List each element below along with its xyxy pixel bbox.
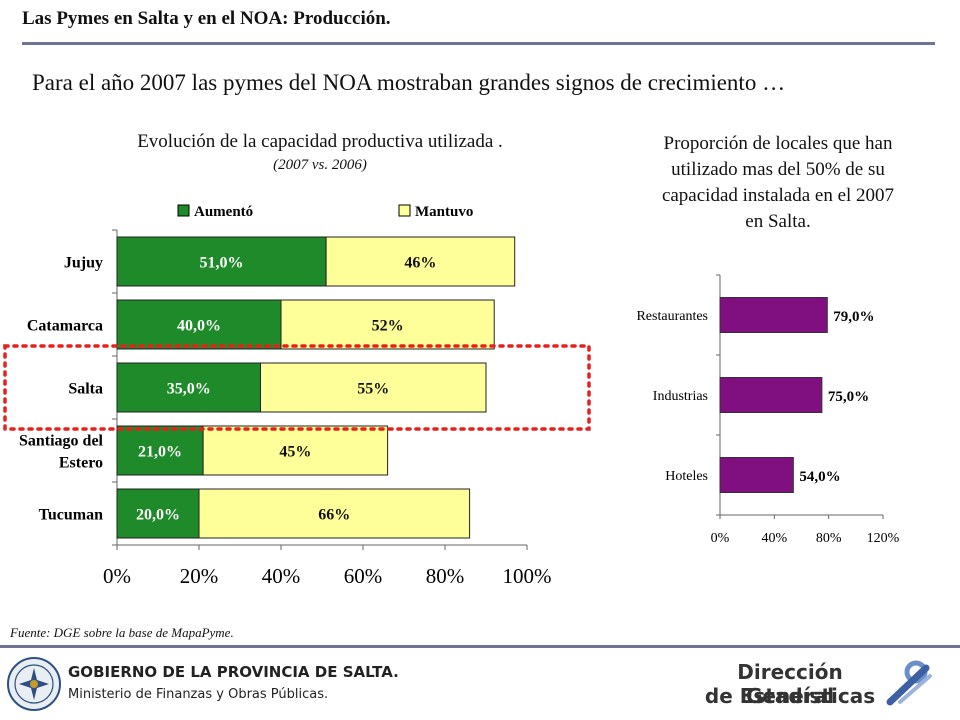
category-label: Industrias <box>653 389 708 404</box>
title-divider <box>22 42 935 45</box>
source-note: Fuente: DGE sobre la base de MapaPyme. <box>10 625 234 640</box>
purple-bar-chart: 0% 40% 80% 120% 79,0% Restaurantes 75,0% Indust… <box>636 274 900 546</box>
bar-mantuvo-tucuman <box>198 488 471 539</box>
slide-title: Las Pymes en Salta y en el NOA: Producci… <box>22 8 391 29</box>
right-chart-title-line: utilizado mas del 50% de su <box>671 159 885 180</box>
province-seal-icon <box>7 657 61 711</box>
bar-mantuvo-salta <box>260 362 487 413</box>
category-label: Estero <box>59 455 103 472</box>
bar-aumento-catamarca <box>116 299 282 350</box>
bar-mantuvo-jujuy <box>325 236 516 287</box>
data-label: 75,0% <box>828 389 869 405</box>
bar-hoteles <box>719 457 794 493</box>
x-tick-label: 40% <box>761 531 787 546</box>
x-tick-label: 0% <box>711 531 730 546</box>
bar-mantuvo-catamarca <box>280 299 495 350</box>
right-chart-title-line: en Salta. <box>745 211 811 232</box>
category-label: Salta <box>68 381 103 398</box>
data-label-aumento: 51,0% <box>200 255 244 272</box>
right-chart-title: Proporción de locales que han utilizado … <box>608 131 948 235</box>
bar-restaurantes <box>719 297 828 333</box>
x-tick-label: 120% <box>867 531 900 546</box>
x-tick-label: 20% <box>180 564 219 588</box>
data-label-aumento: 35,0% <box>167 381 211 398</box>
category-label: Catamarca <box>27 318 103 335</box>
bar-aumento-salta <box>116 362 261 413</box>
data-label: 54,0% <box>799 469 840 485</box>
x-tick-label: 100% <box>503 564 552 588</box>
bar-industrias <box>719 377 823 413</box>
data-label-mantuvo: 46% <box>404 255 436 272</box>
dge-name-line2: de Estadísticas <box>704 684 876 708</box>
dge-name-line1: Dirección General <box>737 660 843 708</box>
x-tick-label: 0% <box>103 564 131 588</box>
legend-swatch-aumento <box>177 204 190 217</box>
category-label: Tucuman <box>39 507 103 524</box>
slide-subtitle: Para el año 2007 las pymes del NOA mostr… <box>32 70 786 95</box>
x-tick-label: 40% <box>262 564 301 588</box>
left-chart-title: Evolución de la capacidad productiva uti… <box>137 131 503 152</box>
x-tick-label: 80% <box>426 564 465 588</box>
dge-logo-icon <box>886 660 932 706</box>
data-label-mantuvo: 66% <box>318 507 350 524</box>
legend-label-aumento: Aumentó <box>194 204 253 220</box>
bar-aumento-jujuy <box>116 236 327 287</box>
category-label: Restaurantes <box>636 309 708 324</box>
data-label-mantuvo: 55% <box>357 381 389 398</box>
ministry-name: Ministerio de Finanzas y Obras Públicas. <box>68 687 329 702</box>
left-chart-subtitle: (2007 vs. 2006) <box>273 157 367 173</box>
data-label: 79,0% <box>833 309 874 325</box>
footer-divider <box>0 645 960 648</box>
category-label: Hoteles <box>665 469 708 484</box>
x-tick-label: 60% <box>344 564 383 588</box>
bar-aumento-santiago-del-estero <box>116 425 204 476</box>
data-label-aumento: 40,0% <box>177 318 221 335</box>
data-label-mantuvo: 52% <box>372 318 404 335</box>
government-name: GOBIERNO DE LA PROVINCIA DE SALTA. <box>68 663 399 681</box>
data-label-aumento: 21,0% <box>138 444 182 461</box>
salta-highlight-box <box>3 344 591 431</box>
legend-swatch-mantuvo <box>398 204 411 217</box>
stacked-bar-chart: Aumentó Mantuvo 0% 20% 40% 60% 80% 100% 51,0% 46%… <box>3 204 591 588</box>
category-label: Jujuy <box>64 255 103 272</box>
right-chart-title-line: capacidad instalada en el 2007 <box>661 185 895 206</box>
bar-mantuvo-santiago-del-estero <box>202 425 389 476</box>
data-label-aumento: 20,0% <box>136 507 180 524</box>
category-label: Santiago del <box>19 433 104 450</box>
right-chart-title-line: Proporción de locales que han <box>663 133 893 154</box>
x-tick-label: 80% <box>816 531 842 546</box>
data-label-mantuvo: 45% <box>279 444 311 461</box>
legend-label-mantuvo: Mantuvo <box>415 204 473 220</box>
